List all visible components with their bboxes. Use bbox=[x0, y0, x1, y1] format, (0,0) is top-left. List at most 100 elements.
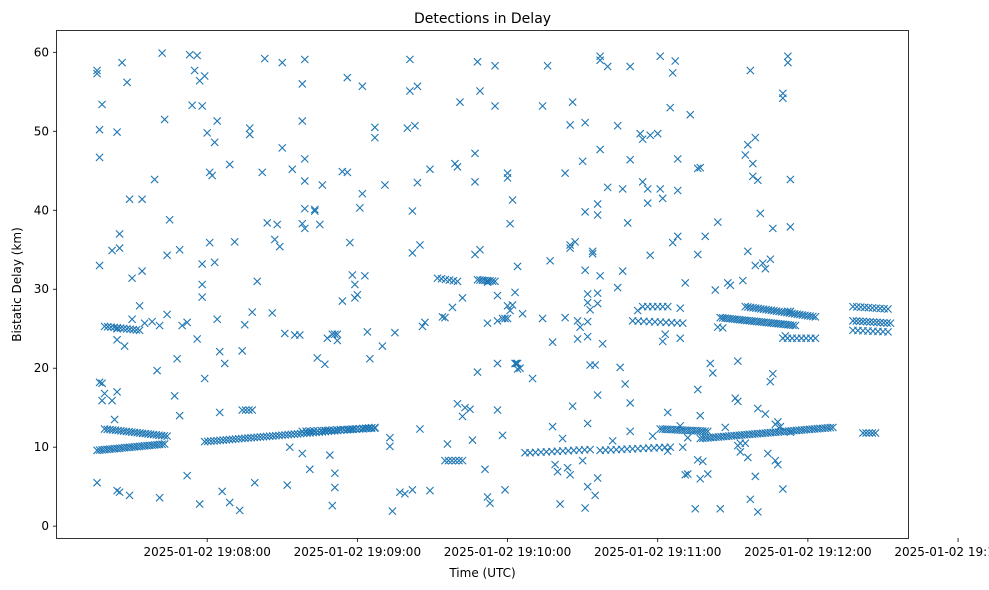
data-point bbox=[516, 364, 525, 373]
data-point bbox=[828, 423, 837, 432]
data-point bbox=[213, 436, 222, 445]
data-point bbox=[195, 500, 204, 509]
data-point bbox=[618, 267, 627, 276]
data-point bbox=[538, 314, 547, 323]
data-point bbox=[253, 433, 262, 442]
data-point bbox=[185, 50, 194, 59]
data-point bbox=[298, 117, 307, 126]
data-point bbox=[413, 82, 422, 91]
x-tick-label: 2025-01-02 19:13:00 bbox=[894, 545, 989, 559]
data-point bbox=[278, 58, 287, 67]
data-point bbox=[193, 335, 202, 343]
data-point bbox=[768, 369, 777, 378]
data-point bbox=[713, 218, 722, 227]
data-point bbox=[273, 220, 282, 229]
data-point bbox=[673, 154, 682, 163]
x-tick-label: 2025-01-02 19:08:00 bbox=[143, 545, 270, 559]
data-point bbox=[318, 181, 327, 189]
data-point bbox=[158, 440, 167, 449]
data-point bbox=[753, 176, 762, 185]
data-point bbox=[618, 184, 627, 193]
data-point bbox=[350, 280, 359, 289]
data-point bbox=[200, 437, 209, 446]
data-point bbox=[596, 271, 605, 280]
data-point bbox=[656, 52, 665, 61]
data-point bbox=[471, 149, 479, 158]
y-tick-label: 10 bbox=[34, 440, 49, 454]
data-point bbox=[581, 504, 590, 512]
data-point bbox=[483, 278, 492, 287]
data-point bbox=[305, 427, 314, 436]
data-point bbox=[253, 277, 262, 286]
data-points bbox=[93, 49, 895, 516]
data-point bbox=[663, 447, 672, 456]
data-point bbox=[678, 319, 687, 328]
x-tick-label: 2025-01-02 19:09:00 bbox=[294, 545, 421, 559]
data-point bbox=[786, 175, 795, 184]
data-point bbox=[135, 301, 144, 310]
data-point bbox=[678, 443, 687, 452]
data-point bbox=[568, 402, 577, 411]
data-point bbox=[165, 215, 174, 224]
data-point bbox=[578, 157, 587, 166]
data-point bbox=[653, 129, 662, 138]
data-point bbox=[501, 485, 510, 494]
data-point bbox=[93, 69, 102, 78]
data-point bbox=[281, 430, 290, 439]
data-point bbox=[138, 195, 147, 204]
x-axis: 2025-01-02 19:08:00 2025-01-02 19:09:00 20… bbox=[143, 538, 989, 559]
data-point bbox=[761, 410, 770, 419]
data-point bbox=[454, 456, 463, 465]
data-point bbox=[302, 427, 311, 436]
data-point bbox=[879, 318, 888, 327]
data-point bbox=[198, 280, 207, 289]
data-point bbox=[170, 391, 179, 400]
data-point bbox=[563, 463, 572, 472]
data-point bbox=[328, 426, 337, 435]
data-point bbox=[380, 181, 389, 189]
y-tick-label: 50 bbox=[34, 124, 49, 138]
data-point bbox=[275, 242, 284, 251]
data-point bbox=[122, 324, 131, 333]
data-point bbox=[348, 271, 357, 280]
data-point bbox=[98, 379, 107, 388]
data-point bbox=[518, 309, 527, 318]
data-point bbox=[733, 357, 742, 366]
data-point bbox=[781, 331, 790, 340]
y-axis: 0 10 20 30 40 50 60 bbox=[34, 45, 57, 533]
data-point bbox=[883, 304, 892, 313]
data-point bbox=[871, 428, 880, 437]
data-point bbox=[703, 470, 712, 479]
data-point bbox=[118, 58, 127, 67]
data-point bbox=[476, 245, 484, 254]
data-point bbox=[259, 432, 268, 441]
data-point bbox=[508, 196, 517, 204]
data-point bbox=[363, 327, 372, 336]
data-point bbox=[553, 467, 562, 476]
data-point bbox=[663, 302, 672, 311]
data-point bbox=[193, 51, 202, 60]
data-point bbox=[588, 249, 597, 258]
data-point bbox=[593, 473, 602, 482]
y-tick-label: 20 bbox=[34, 361, 49, 375]
data-point bbox=[693, 164, 702, 173]
data-point bbox=[683, 433, 692, 442]
data-point bbox=[360, 271, 369, 280]
data-point bbox=[648, 432, 657, 441]
data-point bbox=[413, 178, 422, 187]
data-point bbox=[231, 435, 240, 444]
x-axis-label: Time (UTC) bbox=[448, 566, 515, 580]
data-point bbox=[106, 323, 115, 332]
data-point bbox=[110, 415, 119, 424]
data-point bbox=[718, 323, 727, 332]
data-point bbox=[248, 308, 257, 317]
data-point bbox=[865, 428, 874, 437]
data-point bbox=[270, 235, 279, 244]
data-point bbox=[225, 435, 234, 444]
data-point bbox=[761, 264, 770, 273]
data-point bbox=[521, 448, 530, 457]
data-point bbox=[108, 246, 117, 255]
data-point bbox=[215, 408, 224, 417]
data-point bbox=[811, 334, 820, 343]
data-point bbox=[108, 396, 117, 405]
